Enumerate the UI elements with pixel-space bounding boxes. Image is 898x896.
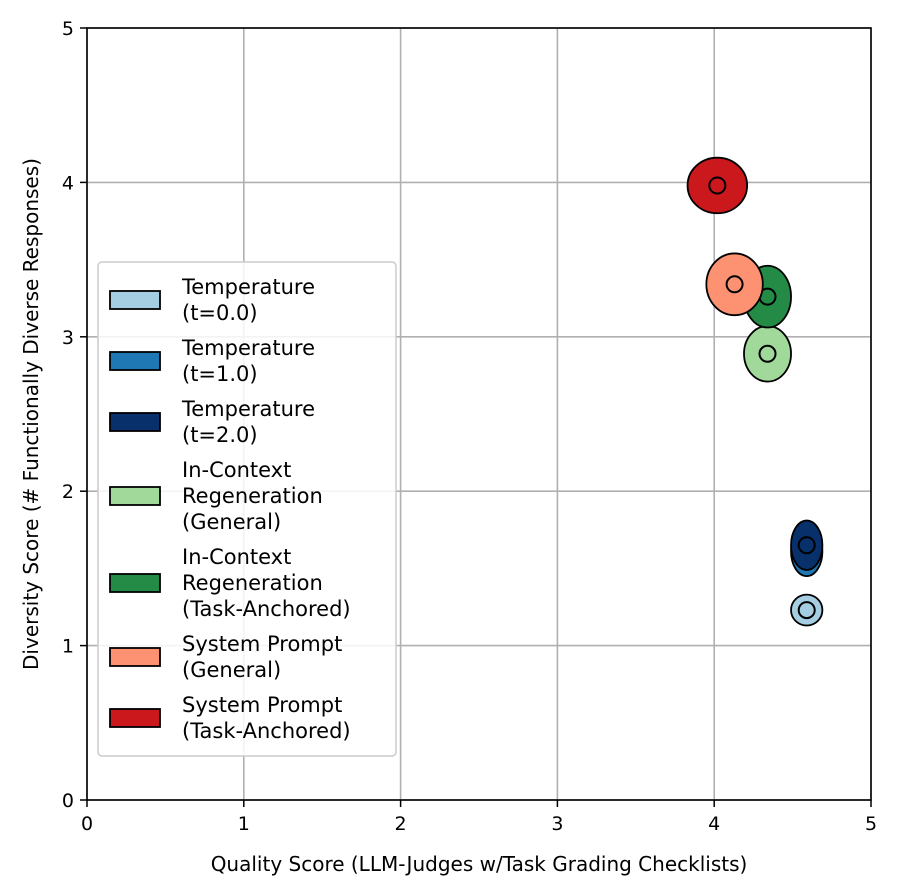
- legend-label-4-line-2: (Task-Anchored): [182, 597, 351, 621]
- x-axis-label: Quality Score (LLM-Judges w/Task Grading…: [211, 852, 748, 876]
- legend-label-2: Temperature (t=2.0): [181, 397, 315, 447]
- legend-label-5-line-0: System Prompt: [182, 632, 342, 656]
- x-tick-label-1: 1: [238, 813, 250, 835]
- plot-frame: [86, 27, 872, 801]
- legend-label-5: System Prompt (General): [182, 632, 342, 682]
- legend-swatch-1: [109, 351, 161, 371]
- x-tick-label-2: 2: [395, 813, 407, 835]
- legend-swatch-5: [109, 647, 161, 667]
- legend-label-3: In-Context Regeneration (General): [182, 458, 323, 534]
- legend-label-0-line-0: Temperature: [181, 275, 315, 299]
- legend-item-2: Temperature (t=2.0): [109, 397, 315, 447]
- y-tick-label-2: 2: [62, 481, 74, 503]
- legend-swatch-4: [109, 573, 161, 593]
- y-tick-label-4: 4: [62, 172, 74, 194]
- legend-item-5: System Prompt (General): [109, 632, 342, 682]
- legend-label-4-line-1: Regeneration: [182, 571, 323, 595]
- series-2: [790, 519, 824, 571]
- series-0-point: [797, 601, 816, 620]
- x-tick-label-4: 4: [708, 813, 720, 835]
- y-tick-label-1: 1: [62, 636, 74, 658]
- x-tick-label-5: 5: [865, 813, 877, 835]
- legend-label-1-line-1: (t=1.0): [182, 362, 258, 386]
- series-6-point: [708, 176, 727, 195]
- y-axis-label: Diversity Score (# Functionally Diverse …: [19, 158, 43, 670]
- legend-label-6-line-1: (Task-Anchored): [182, 719, 351, 743]
- x-tick-label-0: 0: [81, 813, 93, 835]
- y-tick-label-3: 3: [62, 327, 74, 349]
- legend-label-6: System Prompt (Task-Anchored): [182, 693, 351, 743]
- legend-label-3-line-0: In-Context: [182, 458, 291, 482]
- legend-swatch-6: [109, 708, 161, 728]
- legend-label-2-line-1: (t=2.0): [182, 423, 258, 447]
- legend-label-5-line-1: (General): [182, 658, 281, 682]
- legend-label-6-line-0: System Prompt: [182, 693, 342, 717]
- legend-label-2-line-0: Temperature: [181, 397, 315, 421]
- legend-label-0-line-1: (t=0.0): [182, 301, 258, 325]
- axis-ticks: 0 1 2 3 4 5 0 1 2 3 4 5: [62, 18, 877, 835]
- x-tick-label-3: 3: [551, 813, 563, 835]
- data-marks: [686, 156, 824, 627]
- legend-item-3: In-Context Regeneration (General): [109, 458, 323, 534]
- legend-swatch-0: [109, 290, 161, 310]
- series-5-point: [725, 275, 744, 294]
- legend-item-6: System Prompt (Task-Anchored): [109, 693, 351, 743]
- legend-item-4: In-Context Regeneration (Task-Anchored): [109, 545, 351, 621]
- legend-swatch-2: [109, 412, 161, 432]
- legend-label-4: In-Context Regeneration (Task-Anchored): [182, 545, 351, 621]
- legend-box: [97, 261, 397, 757]
- y-tick-label-5: 5: [62, 18, 74, 40]
- legend-item-0: Temperature (t=0.0): [109, 275, 315, 325]
- legend-swatch-3: [109, 486, 161, 506]
- legend-label-1: Temperature (t=1.0): [181, 336, 315, 386]
- y-tick-label-0: 0: [62, 790, 74, 812]
- legend-label-3-line-1: Regeneration: [182, 484, 323, 508]
- legend: Temperature (t=0.0)Temperature (t=1.0)Temp…: [97, 261, 397, 757]
- series-3: [743, 325, 792, 383]
- legend-item-1: Temperature (t=1.0): [109, 336, 315, 386]
- legend-label-0: Temperature (t=0.0): [181, 275, 315, 325]
- legend-label-4-line-0: In-Context: [182, 545, 291, 569]
- series-5: [705, 252, 764, 317]
- legend-label-1-line-0: Temperature: [181, 336, 315, 360]
- legend-label-3-line-2: (General): [182, 510, 281, 534]
- series-0: [790, 593, 824, 627]
- series-3-point: [758, 344, 777, 363]
- series-2-point: [797, 536, 816, 555]
- series-6: [686, 156, 749, 215]
